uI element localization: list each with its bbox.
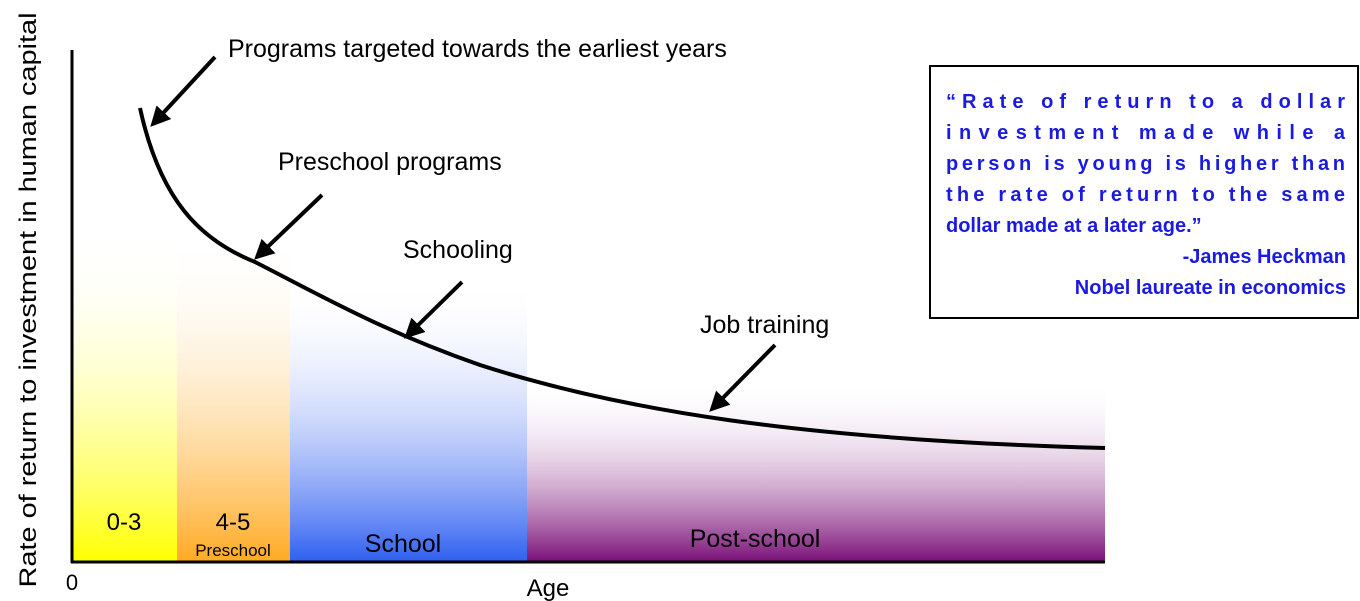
band-post-school (527, 380, 1105, 562)
x-axis-label: Age (527, 575, 570, 601)
band-4-5 (177, 230, 290, 562)
quote-credential: Nobel laureate in economics (1075, 277, 1346, 299)
band-label: School (365, 530, 441, 558)
arrows (150, 55, 777, 412)
quote-line: the rate of return to the same (946, 184, 1345, 206)
band-0-3 (72, 230, 177, 562)
quote-line: dollar made at a later age.” (946, 215, 1202, 237)
quote-line: “Rate of return to a dollar (946, 91, 1345, 113)
y-axis-label: Rate of return to investment in human ca… (15, 13, 42, 588)
annotation: Job training (700, 311, 829, 339)
quote-box (929, 65, 1359, 319)
curve (138, 107, 1106, 450)
band-label: 4-5 (216, 509, 251, 536)
quote-author: -James Heckman (1183, 246, 1346, 268)
annotation: Preschool programs (278, 148, 502, 176)
band-label: Post-school (690, 525, 821, 553)
annotation: Schooling (403, 236, 513, 264)
origin-label: 0 (66, 570, 78, 595)
annotation: Programs targeted towards the earliest y… (228, 35, 727, 63)
band-label: 0-3 (107, 509, 142, 536)
band-school (290, 280, 527, 562)
band-sublabel: Preschool (195, 541, 271, 560)
quote-line: person is young is higher than (946, 153, 1345, 175)
